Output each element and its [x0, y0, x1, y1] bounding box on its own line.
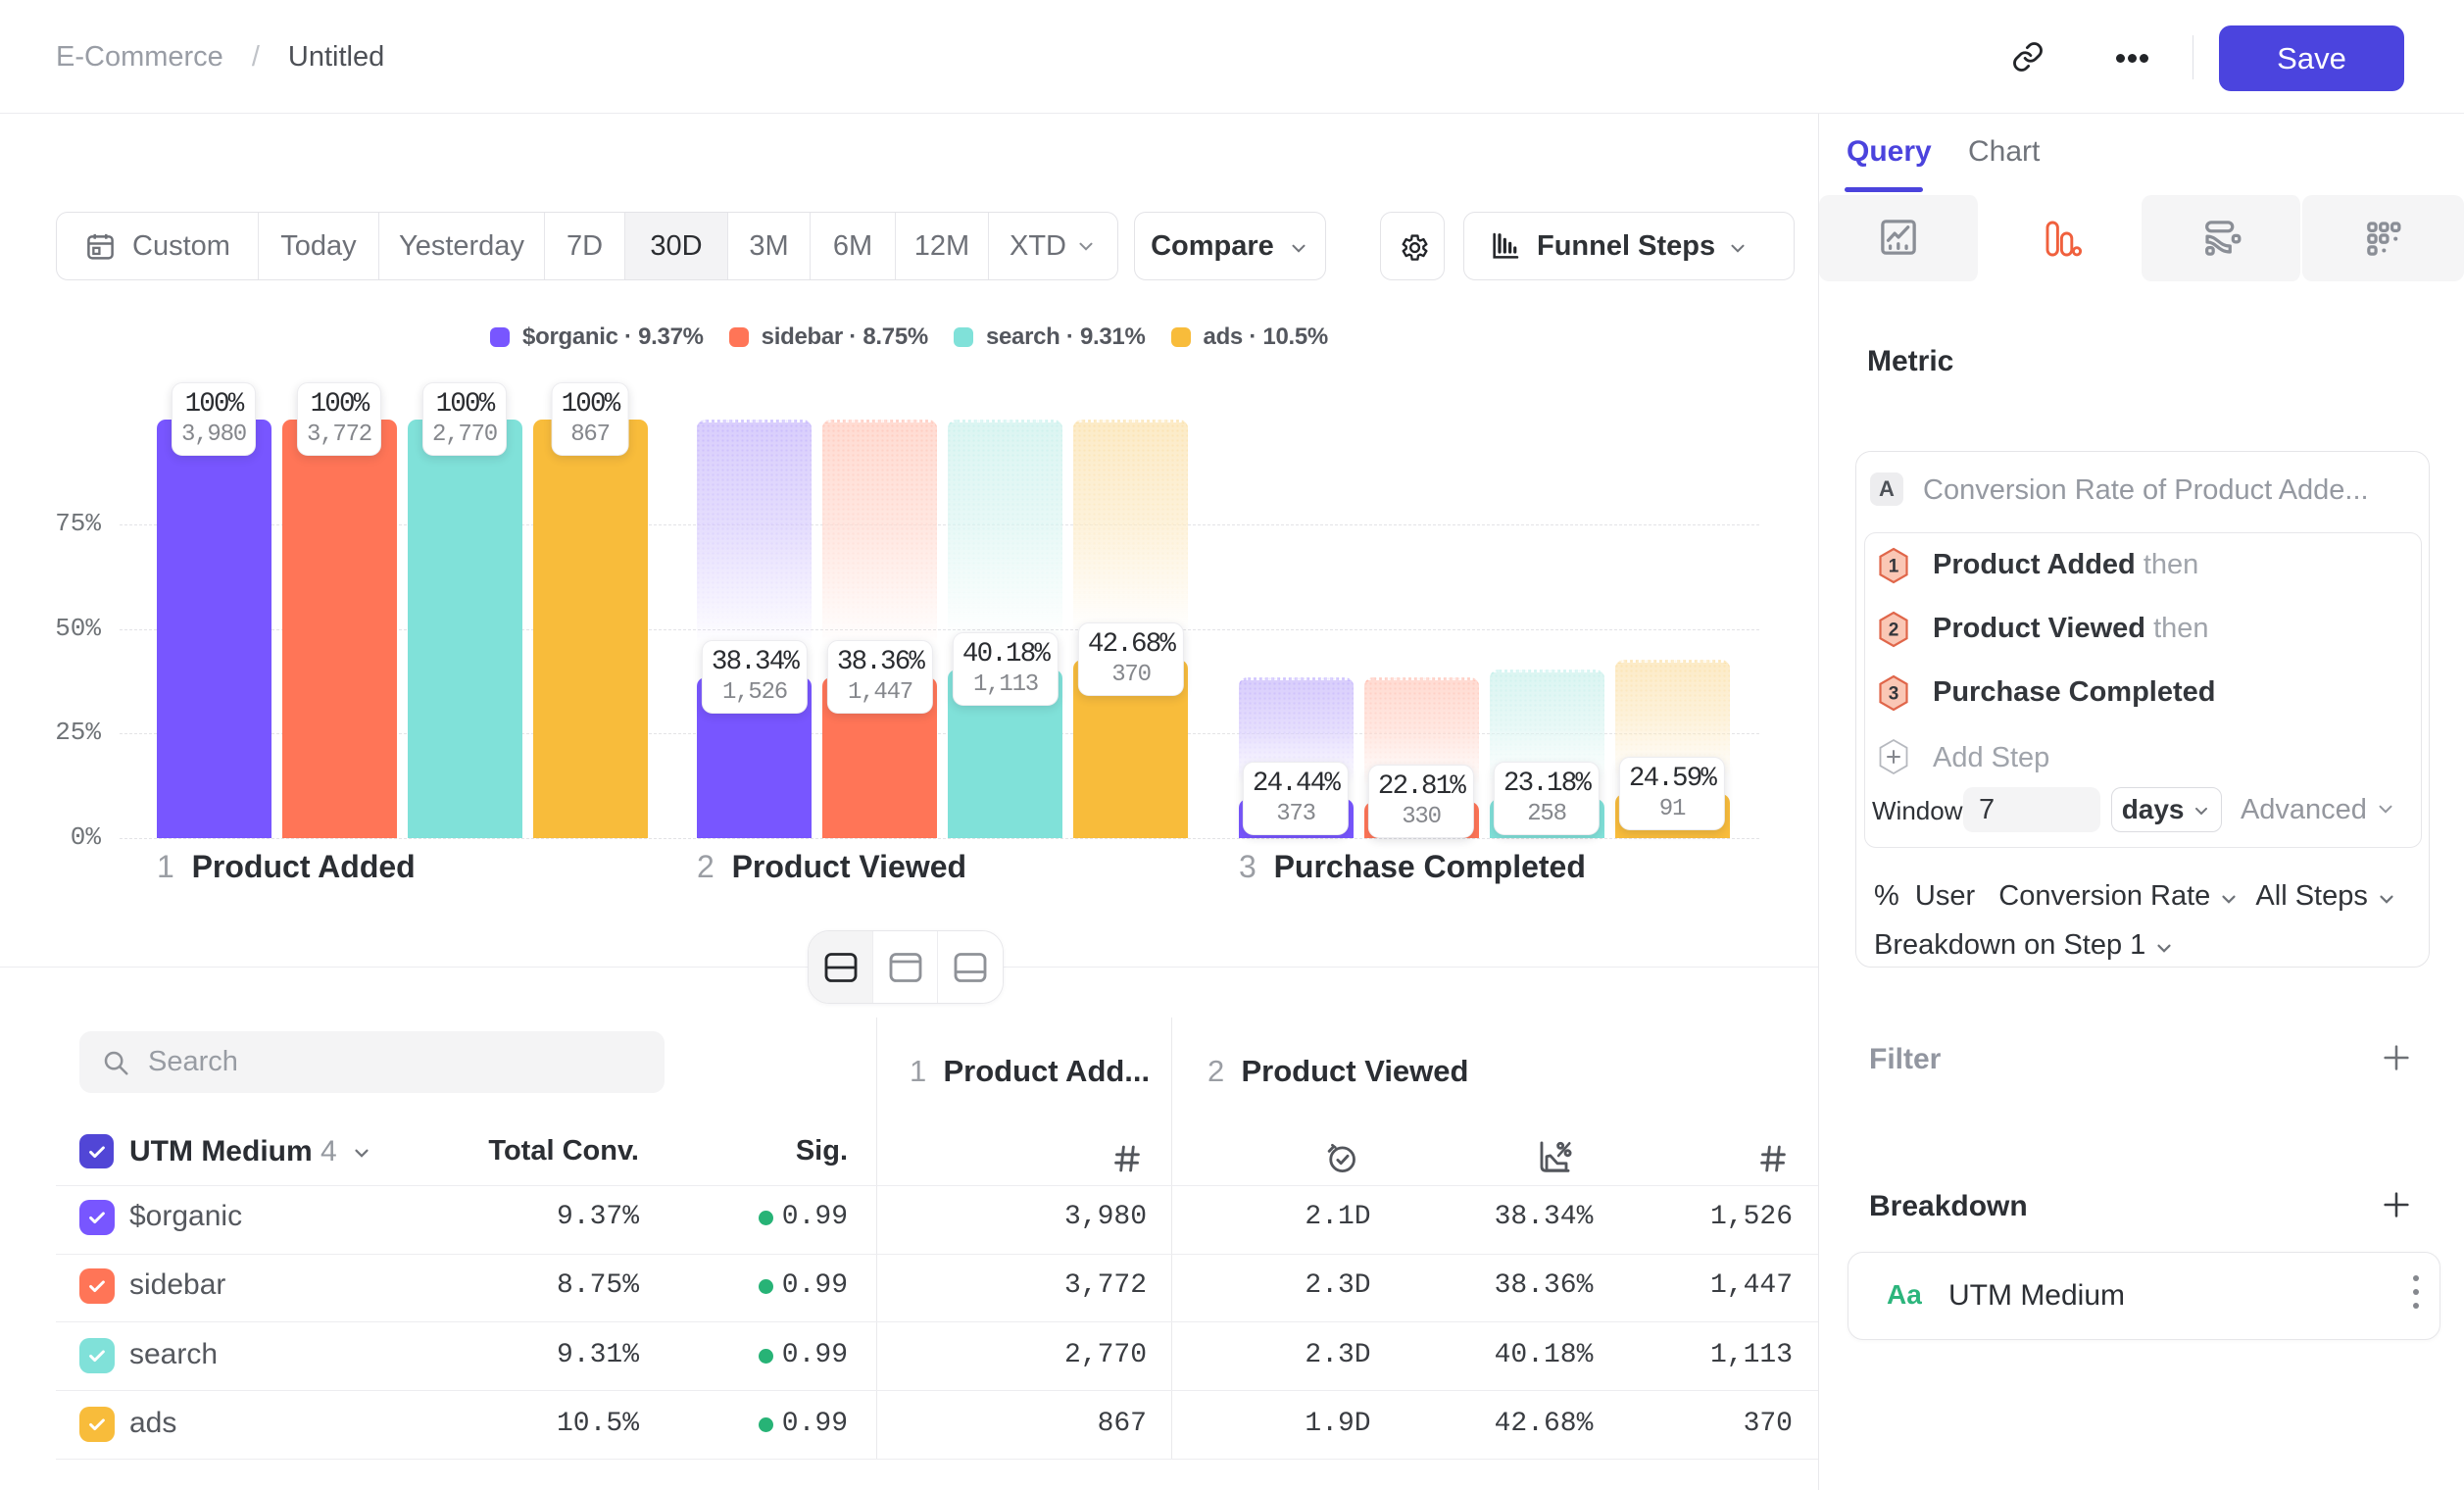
- svg-text:2: 2: [1889, 621, 1899, 641]
- svg-text:3: 3: [1889, 684, 1899, 705]
- svg-text:1: 1: [1889, 557, 1899, 577]
